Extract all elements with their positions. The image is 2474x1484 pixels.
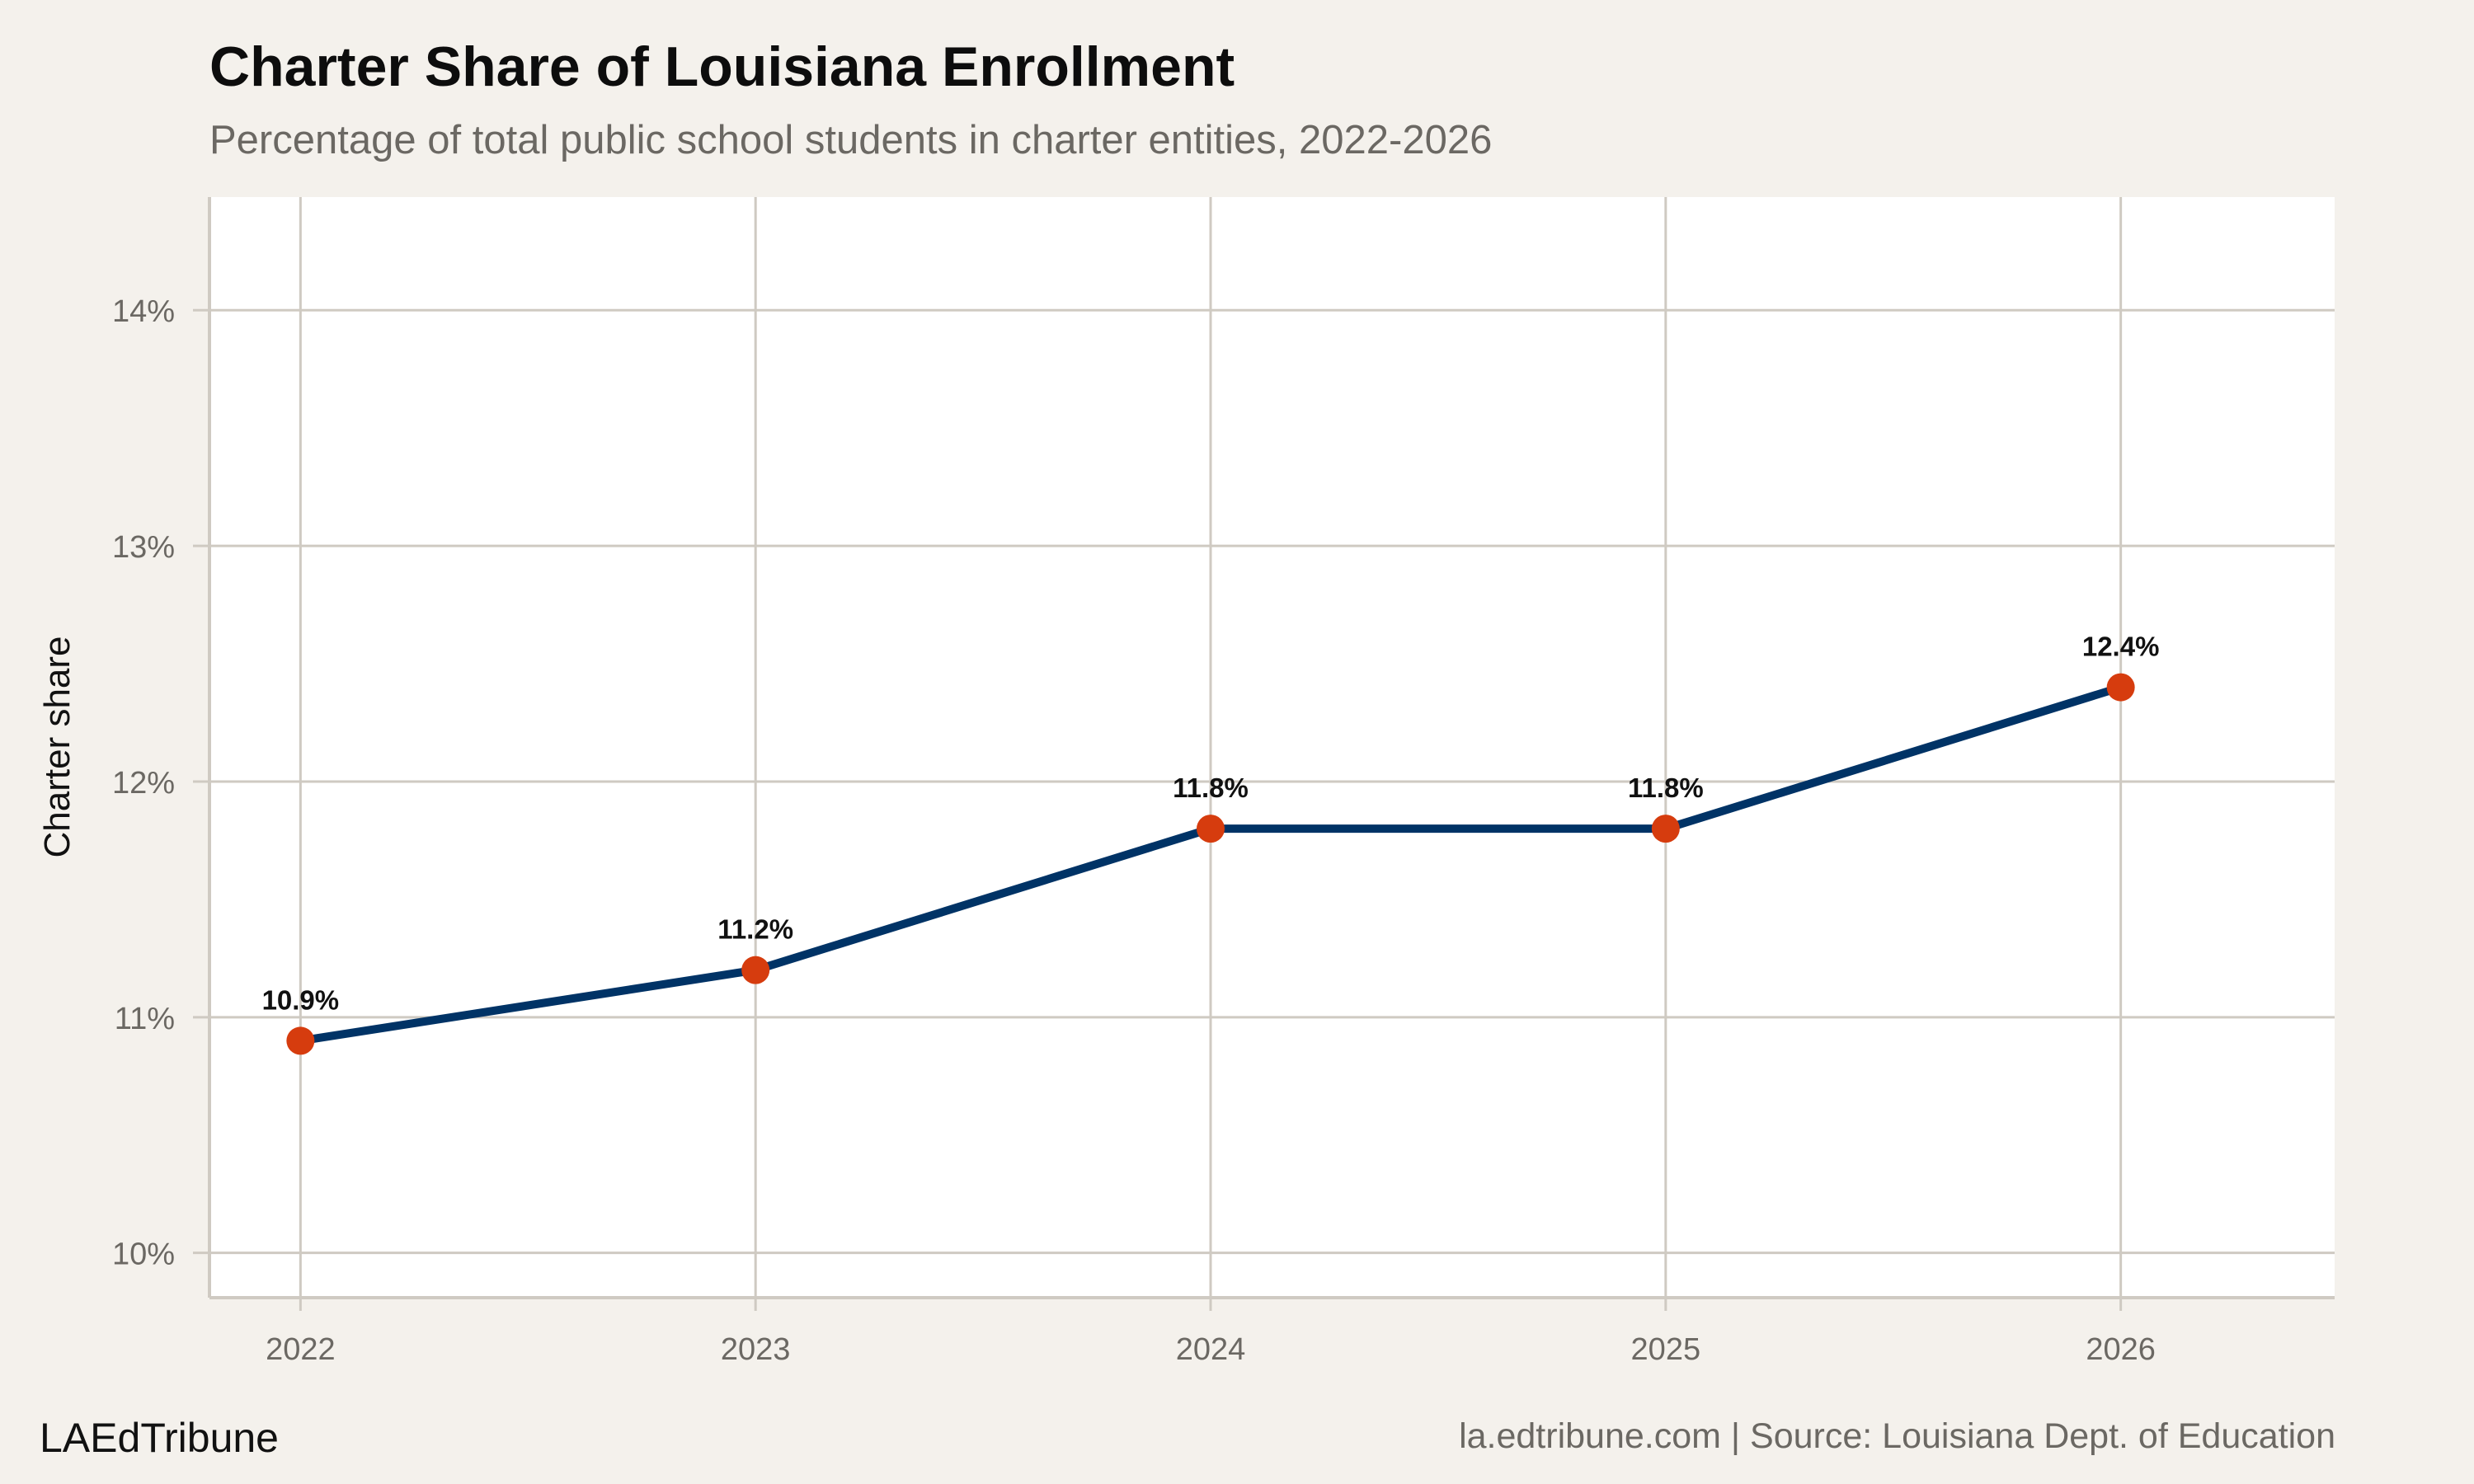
y-tick-label: 10% xyxy=(112,1237,175,1272)
y-tick-label: 12% xyxy=(112,766,175,801)
tick-labels: 10% 11% 12% 13% 14% 2022 2023 2024 2025 2026 xyxy=(112,294,2156,1367)
data-point xyxy=(2106,673,2135,702)
data-point xyxy=(1651,815,1680,843)
grid-lines xyxy=(193,197,2335,1311)
data-point xyxy=(286,1026,315,1055)
x-tick-label: 2025 xyxy=(1631,1332,1701,1367)
y-tick-label: 14% xyxy=(112,294,175,329)
x-tick-label: 2026 xyxy=(2086,1332,2156,1367)
data-label: 12.4% xyxy=(2082,632,2160,662)
data-label: 11.8% xyxy=(1628,773,1704,803)
axes xyxy=(208,197,2335,1299)
y-tick-label: 11% xyxy=(115,1002,175,1036)
x-tick-label: 2024 xyxy=(1176,1332,1246,1367)
data-point xyxy=(1197,815,1225,843)
y-tick-label: 13% xyxy=(112,530,175,565)
x-tick-label: 2022 xyxy=(266,1332,336,1367)
data-label: 11.8% xyxy=(1173,773,1249,803)
chart-title: Charter Share of Louisiana Enrollment xyxy=(209,35,1235,98)
data-label: 11.2% xyxy=(717,914,793,945)
y-axis-label: Charter share xyxy=(37,636,78,857)
data-label: 10.9% xyxy=(262,984,340,1015)
source-caption: la.edtribune.com | Source: Louisiana Dep… xyxy=(1459,1416,2335,1456)
x-tick-label: 2023 xyxy=(721,1332,791,1367)
data-points xyxy=(286,673,2135,1055)
chart-subtitle: Percentage of total public school studen… xyxy=(209,118,1493,162)
plot-panel xyxy=(209,197,2335,1298)
brand-logo-text: LAEdTribune xyxy=(40,1415,279,1461)
data-labels: 10.9% 11.2% 11.8% 11.8% 12.4% xyxy=(262,632,2160,1016)
data-point xyxy=(741,956,770,984)
